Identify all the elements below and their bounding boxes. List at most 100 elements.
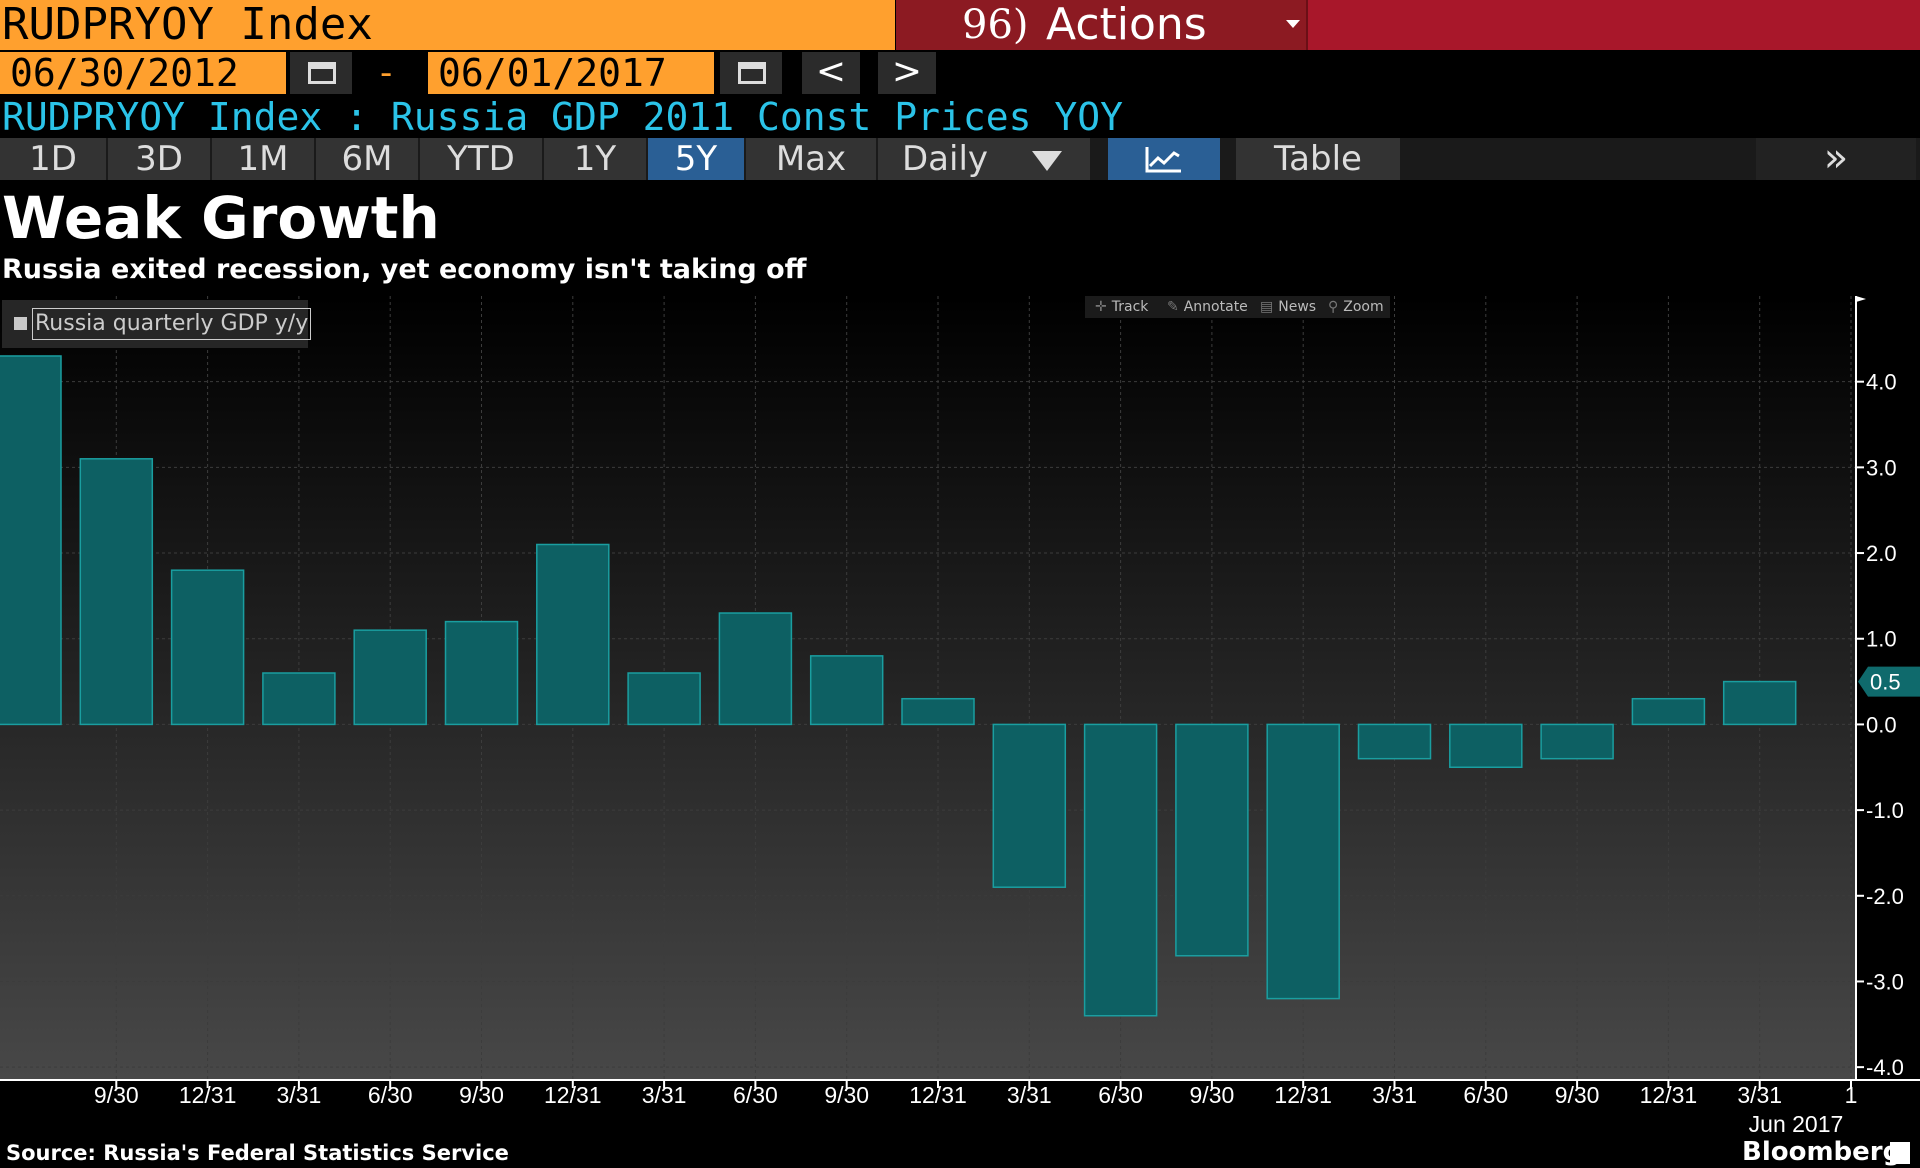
tab-chart[interactable] <box>1108 138 1220 180</box>
actions-label: Actions <box>1046 0 1207 50</box>
x-tick-label: 6/30 <box>733 1082 778 1108</box>
x-tick-label: 3/31 <box>642 1082 687 1108</box>
x-tick-label: 6/30 <box>368 1082 413 1108</box>
prev-period-button[interactable]: < <box>802 52 860 94</box>
x-tick-label: 1 <box>1845 1082 1858 1108</box>
index-description: RUDPRYOY Index : Russia GDP 2011 Const P… <box>2 95 1124 139</box>
y-tick-label: -2.0 <box>1866 884 1904 909</box>
x-tick-label: 12/31 <box>1640 1082 1698 1108</box>
x-tick-label: 9/30 <box>94 1082 139 1108</box>
x-tick-label: 9/30 <box>459 1082 504 1108</box>
x-axis-ticks: 9/30 12/31 3/31 6/30 9/30 12/31 3/31 6/30 9/30 12… <box>94 1080 1857 1108</box>
line-chart-icon <box>1145 147 1181 173</box>
y-tick-label: 0.0 <box>1866 712 1897 737</box>
x-tick-label: 9/30 <box>1555 1082 1600 1108</box>
x-tick-label: 12/31 <box>179 1082 237 1108</box>
next-period-button[interactable]: > <box>878 52 936 94</box>
x-tick-label: 3/31 <box>277 1082 322 1108</box>
bar <box>262 672 336 726</box>
annotate-tool[interactable]: ✎ Annotate <box>1167 298 1248 316</box>
news-icon: ▤ <box>1260 299 1274 315</box>
chart-legend[interactable]: Russia quarterly GDP y/y <box>2 300 312 348</box>
bar <box>809 655 884 726</box>
y-tick-label: -1.0 <box>1866 798 1904 823</box>
chevron-down-icon <box>1286 20 1300 28</box>
calendar-icon <box>738 62 766 84</box>
actions-bar: 96) Actions <box>896 0 1920 50</box>
tab-1y[interactable]: 1Y <box>544 138 646 180</box>
range-tabs: 1D 3D 1M 6M YTD 1Y 5Y Max Daily Table » <box>0 138 1920 180</box>
last-value-label: 0.5 <box>1870 670 1901 695</box>
bar <box>353 629 427 726</box>
bar <box>1083 723 1158 1017</box>
tab-3d[interactable]: 3D <box>108 138 210 180</box>
news-tool[interactable]: ▤ News <box>1260 298 1316 316</box>
x-tick-label: 3/31 <box>1372 1082 1417 1108</box>
bloomberg-logo: Bloomberg <box>1742 1137 1902 1167</box>
chart-title: Weak Growth <box>2 184 440 252</box>
crosshair-icon: ✛ <box>1095 299 1107 315</box>
y-tick-label: -4.0 <box>1866 1055 1904 1080</box>
date-separator: - <box>380 53 393 93</box>
y-tick-label: 1.0 <box>1866 627 1897 652</box>
annotate-label: Annotate <box>1183 299 1248 315</box>
bar <box>1540 723 1614 760</box>
ticker-field[interactable]: RUDPRYOY Index <box>0 0 895 50</box>
actions-number: 96) <box>962 2 1029 48</box>
end-date-input[interactable]: 06/01/2017 <box>428 52 714 94</box>
x-tick-label: 6/30 <box>1098 1082 1143 1108</box>
bloomberg-terminal-icon <box>1890 1142 1910 1164</box>
tab-6m[interactable]: 6M <box>316 138 418 180</box>
bar <box>1722 680 1797 726</box>
tab-max[interactable]: Max <box>746 138 876 180</box>
tab-1m[interactable]: 1M <box>212 138 314 180</box>
chart-subtitle: Russia exited recession, yet economy isn… <box>2 254 807 285</box>
start-date-input[interactable]: 06/30/2012 <box>0 52 286 94</box>
y-axis-ticks: 4.0 3.0 2.0 1.0 0.0 -1.0 -2.0 -3.0 -4.0 <box>1856 370 1904 1080</box>
end-calendar-button[interactable] <box>720 52 782 94</box>
legend-swatch <box>14 317 27 330</box>
tab-1d[interactable]: 1D <box>0 138 106 180</box>
x-tick-label: 6/30 <box>1463 1082 1508 1108</box>
x-tick-label: 3/31 <box>1737 1082 1782 1108</box>
tab-5y[interactable]: 5Y <box>648 138 744 180</box>
bar <box>992 723 1067 888</box>
date-range-row: 06/30/2012 - 06/01/2017 < > <box>0 52 1920 94</box>
x-tick-label: 12/31 <box>909 1082 967 1108</box>
bar <box>901 697 975 726</box>
zoom-tool[interactable]: ⚲ Zoom <box>1328 298 1384 316</box>
bar-series <box>0 355 1797 1017</box>
y-tick-label: 3.0 <box>1866 455 1897 480</box>
bar <box>627 672 701 726</box>
y-axis-arrow <box>1856 296 1866 302</box>
track-label: Track <box>1111 299 1149 315</box>
legend-label: Russia quarterly GDP y/y <box>32 308 312 340</box>
chart-toolbar: ✛ Track ✎ Annotate ▤ News ⚲ Zoom <box>1085 296 1390 318</box>
last-value-tag: 0.5 <box>1858 666 1920 697</box>
tab-table[interactable]: Table <box>1236 138 1400 180</box>
track-tool[interactable]: ✛ Track <box>1095 298 1148 316</box>
y-tick-label: 4.0 <box>1866 370 1897 395</box>
bar <box>0 355 62 726</box>
bar <box>79 458 154 726</box>
bar <box>1449 723 1523 769</box>
bar <box>1175 723 1249 957</box>
actions-menu-button[interactable]: 96) Actions <box>896 0 1308 50</box>
actions-bar-fill <box>1308 0 1920 50</box>
tab-ytd[interactable]: YTD <box>420 138 542 180</box>
bar-chart[interactable]: 4.0 3.0 2.0 1.0 0.0 -1.0 -2.0 -3.0 -4.0 9/30 12/3… <box>0 294 1920 1136</box>
bar <box>536 543 610 726</box>
bar <box>170 569 245 726</box>
x-tick-label: 3/31 <box>1007 1082 1052 1108</box>
bar <box>1266 723 1340 1000</box>
top-bar: RUDPRYOY Index 96) Actions <box>0 0 1920 50</box>
news-label: News <box>1278 299 1317 315</box>
bar <box>718 612 793 726</box>
x-year-label: Jun 2017 <box>1749 1111 1844 1136</box>
search-icon: ⚲ <box>1328 299 1339 315</box>
start-calendar-button[interactable] <box>290 52 352 94</box>
more-button[interactable]: » <box>1756 138 1916 180</box>
source-note: Source: Russia's Federal Statistics Serv… <box>6 1141 509 1165</box>
y-tick-label: 2.0 <box>1866 541 1897 566</box>
bar <box>1357 723 1432 760</box>
